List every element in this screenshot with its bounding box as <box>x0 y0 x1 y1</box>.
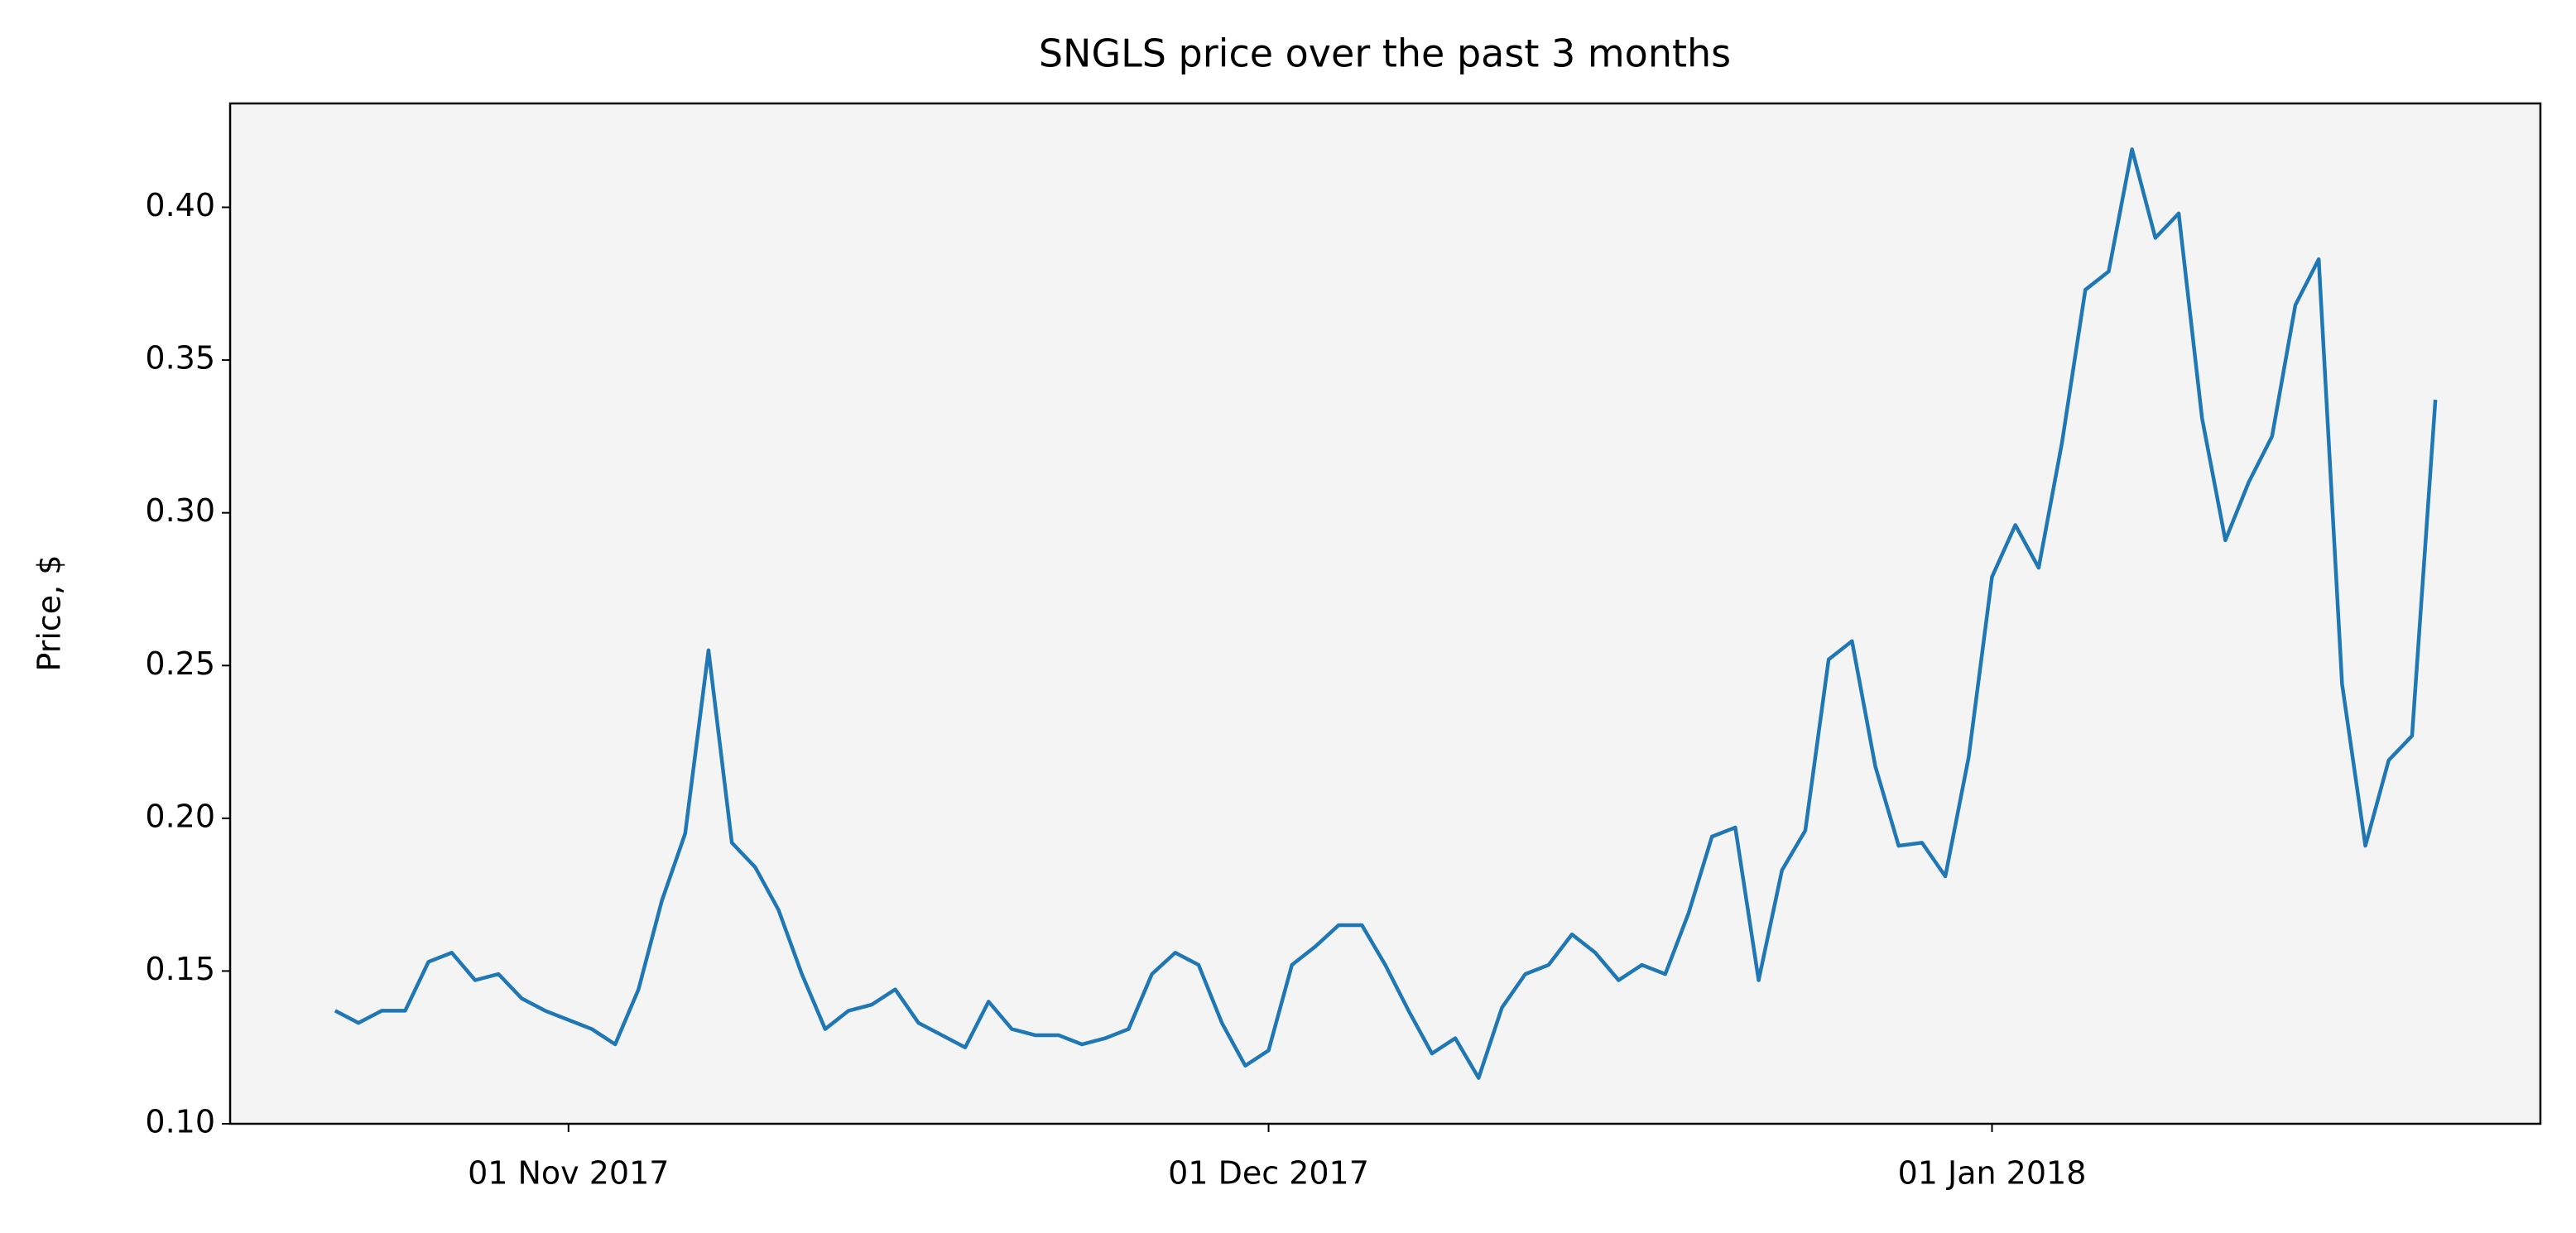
chart-title: SNGLS price over the past 3 months <box>1039 31 1731 76</box>
y-tick-label: 0.40 <box>145 187 215 223</box>
price-line <box>334 147 2438 1080</box>
x-tick-label: 01 Jan 2018 <box>1898 1155 2087 1192</box>
y-tick-label: 0.30 <box>145 492 215 529</box>
y-tick-label: 0.10 <box>145 1104 215 1140</box>
y-tick-label: 0.25 <box>145 645 215 682</box>
plot-frame <box>228 102 2542 1125</box>
y-tick-label: 0.20 <box>145 798 215 834</box>
y-axis-label: Price, $ <box>31 554 68 671</box>
plot-background <box>230 103 2540 1124</box>
y-tick-label: 0.15 <box>145 951 215 987</box>
x-tick-label: 01 Dec 2017 <box>1168 1155 1369 1192</box>
y-tick-label: 0.35 <box>145 340 215 377</box>
x-tick-label: 01 Nov 2017 <box>468 1155 669 1192</box>
